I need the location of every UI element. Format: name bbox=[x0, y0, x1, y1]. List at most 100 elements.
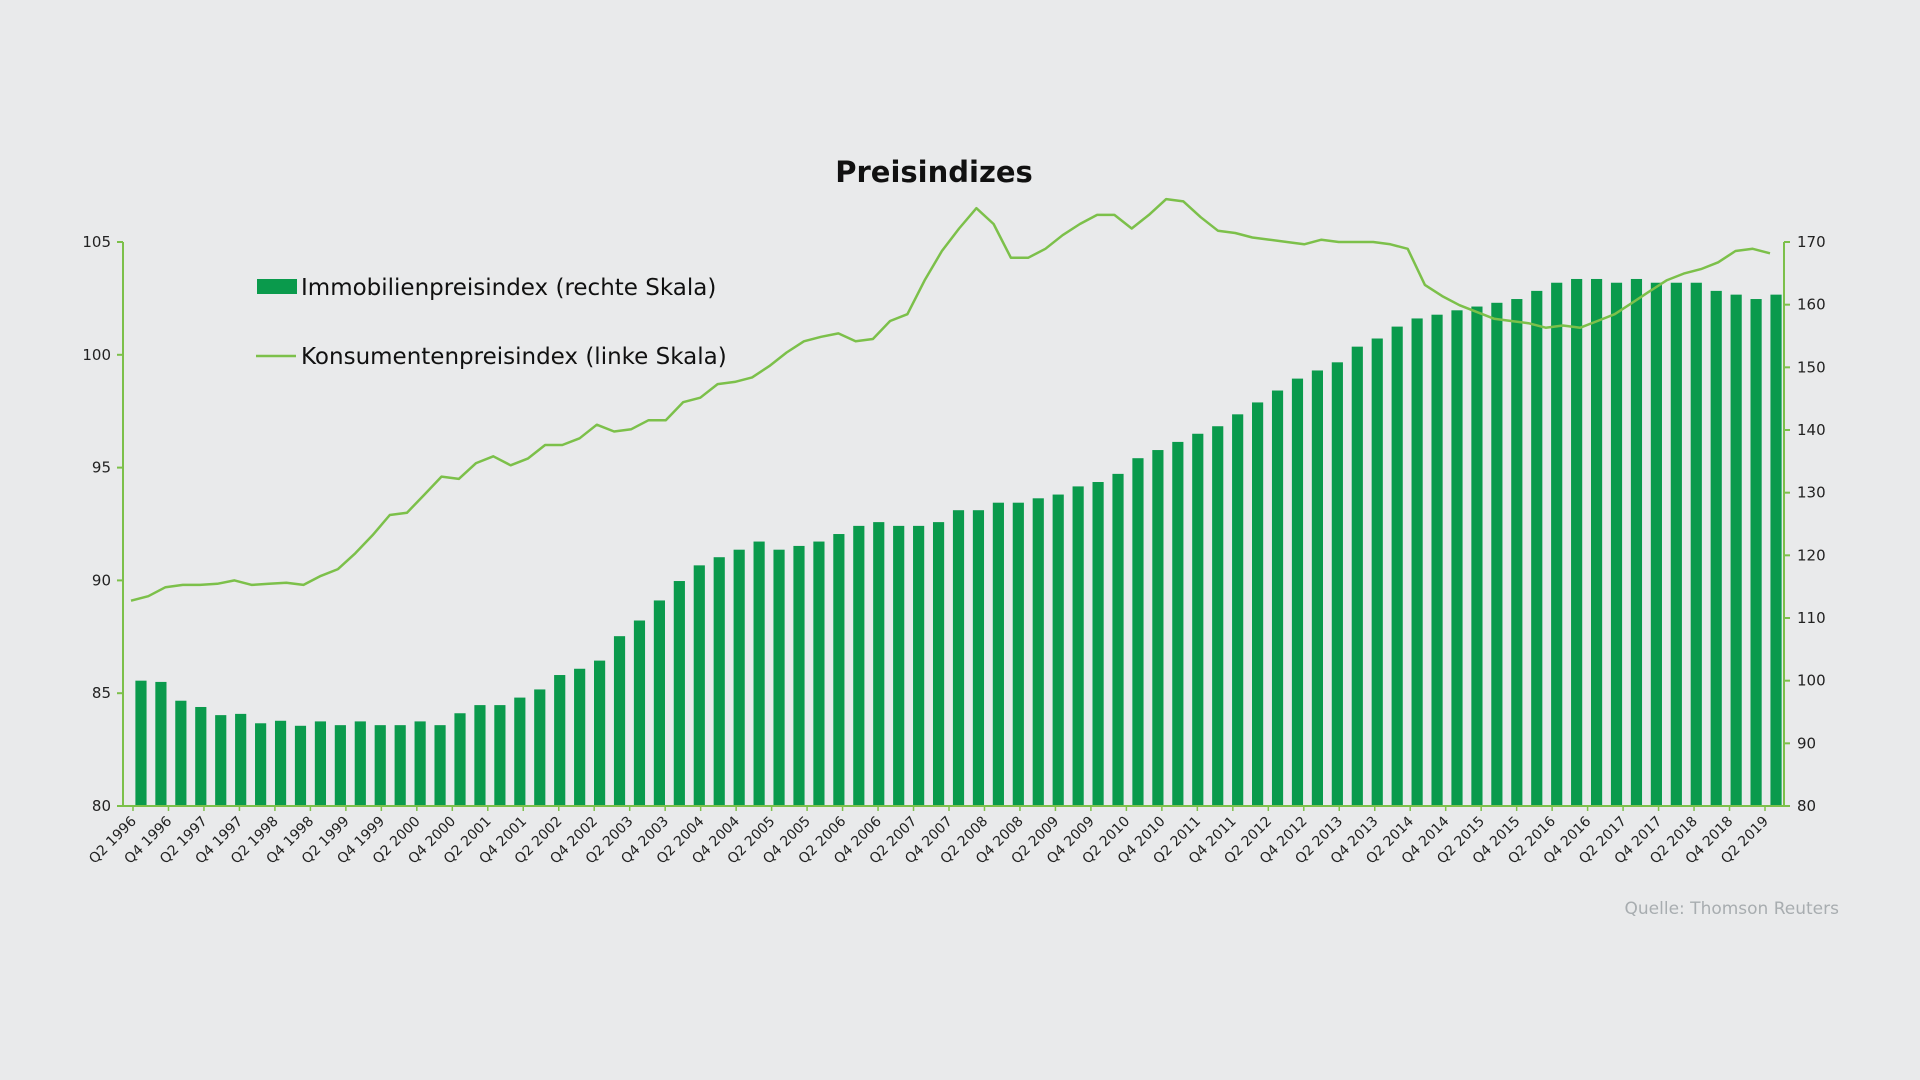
bar bbox=[1451, 310, 1463, 806]
bar bbox=[434, 725, 446, 806]
bar bbox=[494, 705, 506, 806]
left-tick-label: 90 bbox=[92, 571, 111, 589]
bar bbox=[314, 721, 327, 806]
bar bbox=[175, 700, 187, 806]
bar bbox=[992, 502, 1004, 806]
bar bbox=[1710, 290, 1722, 806]
bar bbox=[1391, 326, 1403, 806]
bar bbox=[1411, 318, 1423, 806]
bar bbox=[1172, 441, 1184, 806]
bar bbox=[215, 715, 227, 806]
bar bbox=[813, 541, 825, 806]
bar bbox=[195, 706, 207, 806]
chart-title: Preisindizes bbox=[835, 155, 1033, 189]
bar bbox=[1252, 402, 1264, 806]
bar bbox=[1630, 278, 1643, 807]
bar bbox=[693, 565, 705, 806]
bar bbox=[554, 675, 566, 806]
bar bbox=[1511, 299, 1523, 806]
left-tick-label: 95 bbox=[92, 459, 111, 477]
bar bbox=[1730, 294, 1742, 806]
legend-label-immobilienpreisindex: Immobilienpreisindex (rechte Skala) bbox=[301, 275, 716, 301]
bar bbox=[235, 713, 247, 806]
bar bbox=[1072, 486, 1084, 806]
bar bbox=[474, 705, 486, 806]
left-tick-label: 80 bbox=[92, 797, 111, 815]
bar bbox=[1351, 346, 1363, 806]
bar bbox=[793, 545, 805, 806]
legend-label-konsumentenpreisindex: Konsumentenpreisindex (linke Skala) bbox=[301, 344, 727, 370]
konsumentenpreisindex-line bbox=[130, 197, 1771, 602]
right-tick-label: 120 bbox=[1797, 546, 1826, 564]
right-tick-label: 140 bbox=[1797, 421, 1826, 439]
right-tick-label: 160 bbox=[1797, 296, 1826, 314]
bar bbox=[1232, 414, 1244, 806]
right-tick-label: 80 bbox=[1797, 797, 1816, 815]
bar bbox=[1192, 433, 1204, 806]
bar bbox=[255, 723, 267, 806]
bar bbox=[1531, 290, 1543, 806]
bar bbox=[354, 721, 366, 806]
bar bbox=[1690, 282, 1702, 807]
bar bbox=[1032, 498, 1044, 806]
bar bbox=[1152, 450, 1164, 806]
bar bbox=[673, 581, 685, 806]
bar bbox=[972, 510, 985, 806]
bar bbox=[1590, 278, 1603, 807]
bar bbox=[913, 525, 925, 806]
bar bbox=[613, 636, 626, 806]
bar bbox=[952, 510, 965, 806]
right-tick-label: 110 bbox=[1797, 609, 1826, 627]
bar bbox=[1650, 282, 1662, 807]
bar bbox=[1331, 362, 1343, 806]
bar bbox=[1212, 426, 1224, 806]
right-tick-label: 130 bbox=[1797, 484, 1826, 502]
bar bbox=[374, 725, 386, 806]
bar bbox=[653, 600, 665, 806]
bar bbox=[753, 541, 765, 806]
bar bbox=[1610, 282, 1623, 807]
right-tick-label: 100 bbox=[1797, 672, 1826, 690]
bar bbox=[135, 680, 147, 806]
left-tick-label: 85 bbox=[92, 684, 111, 702]
left-tick-label: 105 bbox=[82, 233, 111, 251]
bar bbox=[853, 525, 865, 806]
bar bbox=[1571, 278, 1583, 807]
bar bbox=[454, 713, 466, 806]
bar bbox=[1271, 390, 1284, 806]
left-y-ticks: 80 85 90 95 100 105 bbox=[82, 233, 123, 815]
bar bbox=[1132, 458, 1144, 806]
bar bbox=[1371, 338, 1383, 806]
right-y-ticks: 80 90 100 110 120 130 140 150 160 170 bbox=[1784, 233, 1826, 815]
bar bbox=[594, 660, 606, 806]
right-tick-label: 90 bbox=[1797, 734, 1816, 752]
right-tick-label: 170 bbox=[1797, 233, 1826, 251]
bar bbox=[294, 725, 307, 806]
bar bbox=[574, 668, 586, 806]
source-note: Quelle: Thomson Reuters bbox=[1625, 899, 1840, 919]
bar bbox=[274, 720, 287, 806]
bar bbox=[334, 725, 346, 806]
bar bbox=[1012, 502, 1024, 806]
bar bbox=[633, 620, 646, 806]
bar bbox=[514, 697, 526, 806]
bar bbox=[1112, 473, 1124, 806]
bar bbox=[1770, 294, 1782, 806]
bar bbox=[833, 534, 845, 806]
bar bbox=[1311, 370, 1323, 806]
bar bbox=[733, 549, 745, 806]
bar bbox=[1670, 282, 1682, 807]
legend: Immobilienpreisindex (rechte Skala) Kons… bbox=[256, 275, 727, 370]
bar bbox=[1471, 306, 1483, 806]
bar bbox=[1431, 314, 1443, 806]
legend-bar-swatch bbox=[257, 279, 297, 294]
bar bbox=[1551, 282, 1563, 807]
bar bbox=[873, 522, 885, 806]
bar bbox=[1052, 494, 1064, 806]
bar bbox=[932, 522, 945, 806]
bar bbox=[773, 549, 785, 806]
right-tick-label: 150 bbox=[1797, 358, 1826, 376]
bar bbox=[713, 557, 725, 806]
